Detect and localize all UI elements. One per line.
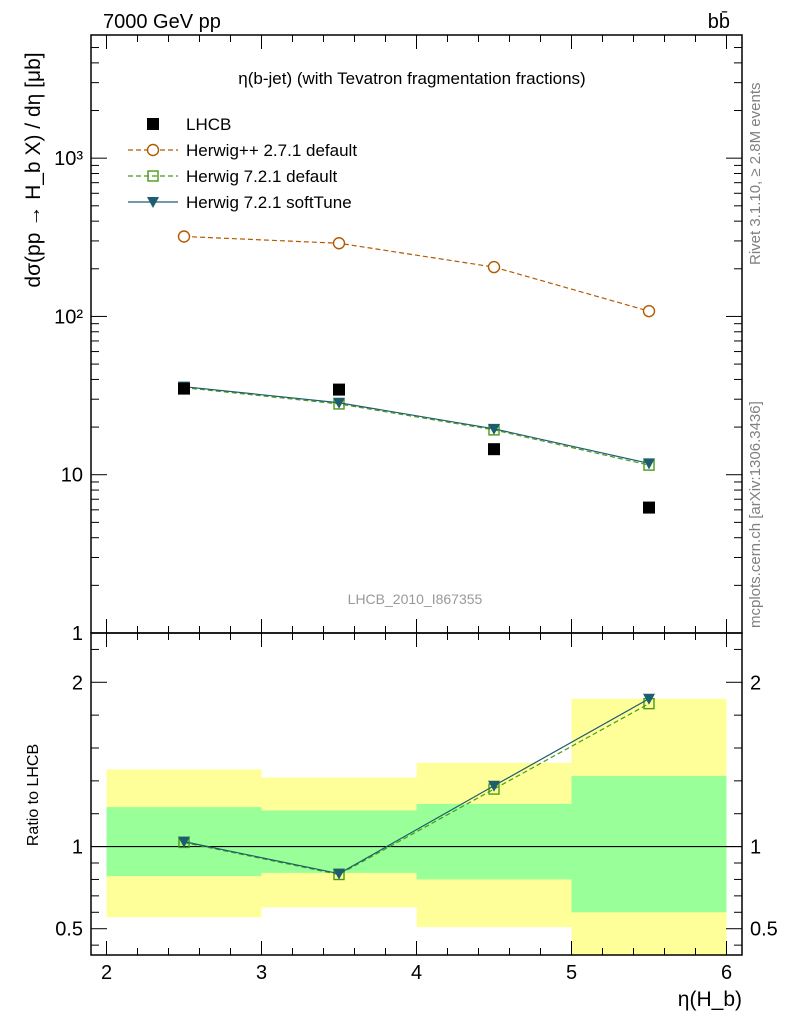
green-band-bin-2 — [416, 803, 572, 880]
plot-title: η(b-jet) (with Tevatron fragmentation fr… — [238, 69, 585, 88]
main-panel: 1 10 10² 10³ dσ(pp → H_b X) / dη [μb] η(b-jet… — [22, 34, 743, 645]
main-point-s3-2 — [488, 423, 500, 435]
ratio-y-tick-label-left: 1 — [72, 837, 83, 859]
legend-marker-0 — [147, 118, 159, 130]
ratio-y-tick-label-left: 0.5 — [55, 919, 83, 941]
ratio-point-s1-1 — [333, 868, 345, 880]
header-left: 7000 GeV pp — [103, 11, 221, 33]
main-point-s1-1 — [332, 237, 346, 250]
x-tick-label: 4 — [411, 962, 422, 984]
main-point-s1-3 — [642, 304, 656, 318]
ratio-y-tick-label-right: 1 — [750, 837, 761, 859]
legend-marker-3 — [147, 197, 159, 208]
y-tick-label: 10³ — [54, 148, 83, 170]
ratio-series-line-1 — [183, 698, 650, 875]
y-tick-label: 10² — [54, 306, 83, 328]
main-point-s1-2 — [487, 260, 501, 274]
legend-marker-1 — [146, 143, 160, 157]
x-tick-label: 6 — [721, 962, 732, 984]
x-tick-label: 5 — [566, 962, 577, 984]
main-y-axis-label: dσ(pp → H_b X) / dη [μb] — [22, 52, 45, 287]
main-point-s0-2 — [488, 443, 500, 456]
y-tick-label: 1 — [72, 623, 83, 645]
ratio-panel: 2 3 4 5 6 0.5 0.5 1 1 2 2 Ratio to LHCB η(H_b) — [25, 632, 778, 1011]
main-series-line-3 — [183, 386, 650, 464]
legend-label-2: Herwig 7.2.1 default — [186, 167, 337, 186]
ratio-y-tick-label-right: 2 — [750, 672, 761, 694]
ratio-y-tick-label-left: 2 — [72, 672, 83, 694]
watermark: LHCB_2010_I867355 — [348, 591, 483, 607]
main-point-s3-3 — [643, 458, 655, 470]
ratio-point-s1-0 — [178, 836, 190, 848]
green-band-bin-1 — [261, 810, 417, 873]
main-point-s0-0 — [178, 382, 190, 395]
legend-label-3: Herwig 7.2.1 softTune — [186, 193, 352, 212]
ratio-y-axis-label: Ratio to LHCB — [25, 744, 42, 846]
x-axis-label: η(H_b) — [678, 988, 742, 1011]
ratio-point-s1-3 — [643, 693, 655, 705]
legend-label-0: LHCB — [186, 115, 231, 134]
x-tick-label: 2 — [101, 962, 112, 984]
x-tick-label: 3 — [256, 962, 267, 984]
rivet-label: Rivet 3.1.10, ≥ 2.8M events — [747, 83, 764, 266]
main-series-line-1 — [183, 235, 650, 312]
mcplots-label: mcplots.cern.ch [arXiv:1306.3436] — [747, 401, 764, 628]
green-band-bin-3 — [571, 775, 727, 913]
header-right: bb̄ — [708, 10, 730, 33]
ratio-y-tick-label-right: 0.5 — [750, 919, 778, 941]
main-point-s0-3 — [643, 501, 655, 514]
y-tick-label: 10 — [61, 465, 83, 487]
main-point-s0-1 — [333, 383, 345, 396]
main-point-s3-1 — [333, 397, 345, 409]
main-point-s1-0 — [177, 230, 191, 243]
legend-label-1: Herwig++ 2.7.1 default — [186, 141, 357, 160]
legend-marker-2 — [147, 170, 159, 182]
ratio-point-s1-2 — [488, 780, 500, 792]
main-series-line-2 — [183, 387, 650, 466]
